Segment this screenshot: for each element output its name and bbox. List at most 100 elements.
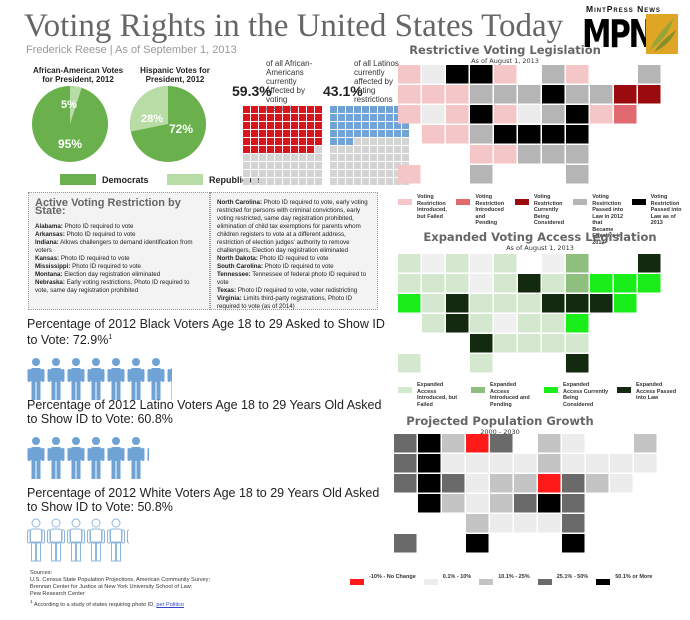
waffle-cell xyxy=(251,162,258,169)
map-title: Restrictive Voting Legislation xyxy=(409,43,601,57)
waffle-cell xyxy=(299,138,306,145)
person-icon xyxy=(127,357,145,406)
waffle-cell xyxy=(251,138,258,145)
map-subtitle: As of August 1, 2013 xyxy=(471,57,539,65)
state-ms xyxy=(514,514,537,533)
restriction-entry: North Carolina: Photo ID required to vot… xyxy=(217,199,371,255)
waffle-cell xyxy=(315,122,322,129)
legend-item: 25.1% - 50% xyxy=(537,574,588,585)
person-icon-partial xyxy=(127,518,145,567)
waffle-cell xyxy=(275,130,282,137)
state-mi xyxy=(566,65,589,84)
state-al xyxy=(538,514,561,533)
waffle-cell xyxy=(243,170,250,177)
id-stat-latino: Percentage of 2012 Latino Voters Age 18 … xyxy=(27,398,387,485)
restriction-text: Photo ID required to vote, voter redistr… xyxy=(237,287,358,294)
sources-heading: Sources: xyxy=(30,570,53,576)
state-name: South Carolina: xyxy=(217,263,264,270)
state-mi xyxy=(566,254,589,273)
state-ma xyxy=(634,454,657,473)
pie-label-rep: 28% xyxy=(141,113,163,125)
restriction-text: Photo ID required to vote xyxy=(264,263,334,270)
state-md xyxy=(586,474,609,493)
waffle-cell xyxy=(283,146,290,153)
waffle-cell xyxy=(346,170,353,177)
state-al xyxy=(542,145,565,164)
waffle-cell xyxy=(338,114,345,121)
waffle-cell xyxy=(243,114,250,121)
waffle-cell xyxy=(299,114,306,121)
state-mi xyxy=(562,434,585,453)
state-co xyxy=(442,474,465,493)
state-name: Indiana: xyxy=(35,239,59,246)
sources: Sources: U.S. Census State Population Pr… xyxy=(30,570,210,609)
state-ca xyxy=(394,474,417,493)
legend-swatch xyxy=(350,579,364,585)
waffle-cell xyxy=(378,146,385,153)
waffle-cell xyxy=(378,178,385,185)
legend-swatch xyxy=(514,199,529,205)
waffle-cell xyxy=(354,106,361,113)
person-icon xyxy=(47,436,65,485)
state-nj xyxy=(614,105,637,124)
legend-label: Voting Restriction Currently Being Consi… xyxy=(533,194,565,226)
state-mt xyxy=(446,65,469,84)
legend-swatch xyxy=(398,199,412,205)
map-title: Projected Population Growth xyxy=(406,414,594,428)
state-ne xyxy=(466,474,489,493)
state-fl xyxy=(566,354,589,373)
state-wv xyxy=(538,474,561,493)
state-ut xyxy=(418,474,441,493)
state-mo xyxy=(494,105,517,124)
state-ia xyxy=(490,454,513,473)
legend-swatch-democrats xyxy=(60,174,96,186)
person-icon xyxy=(47,357,65,406)
map-subtitle: As of August 1, 2013 xyxy=(506,244,574,252)
waffle-cell xyxy=(307,178,314,185)
state-al xyxy=(542,334,565,353)
state-ma xyxy=(638,274,661,293)
state-ut xyxy=(422,105,445,124)
state-oh xyxy=(566,274,589,293)
restriction-entry: Mississippi: Photo ID required to vote xyxy=(35,263,203,271)
state-wa xyxy=(398,65,421,84)
state-me xyxy=(634,434,657,453)
waffle-cell xyxy=(243,130,250,137)
legend-republicans: Republicans xyxy=(208,174,263,185)
restrictions-box-left: Active Voting Restriction by State: Alab… xyxy=(28,192,210,310)
waffle-cell xyxy=(291,154,298,161)
waffle-cell xyxy=(386,106,393,113)
state-name: Virginia: xyxy=(217,295,242,302)
state-ks xyxy=(466,494,489,513)
state-sd xyxy=(470,85,493,104)
waffle-cell xyxy=(275,122,282,129)
waffle-cell xyxy=(330,114,337,121)
restrictions-box-right: North Carolina: Photo ID required to vot… xyxy=(210,192,378,310)
waffle-cell xyxy=(315,114,322,121)
id-stat-text: Percentage of 2012 White Voters Age 18 t… xyxy=(27,486,380,514)
state-ky xyxy=(518,294,541,313)
state-nc xyxy=(538,494,561,513)
waffle-cell xyxy=(394,154,401,161)
waffle-cell xyxy=(267,146,274,153)
person-icon xyxy=(27,518,45,567)
restriction-text: Allows challengers to demand identificat… xyxy=(35,239,193,254)
state-fl xyxy=(566,165,589,184)
waffle-cell xyxy=(362,130,369,137)
state-la xyxy=(494,334,517,353)
waffle-cell xyxy=(378,106,385,113)
waffle-cell xyxy=(370,114,377,121)
politico-link[interactable]: per Politico xyxy=(156,601,185,608)
waffle-cell xyxy=(283,138,290,145)
legend-label: -10% - No Change xyxy=(369,574,416,580)
state-va xyxy=(566,294,589,313)
state-nv xyxy=(422,85,445,104)
state-ca xyxy=(398,105,421,124)
state-sc xyxy=(562,494,585,513)
waffle-cell xyxy=(259,114,266,121)
legend-swatch xyxy=(423,579,438,585)
person-icon xyxy=(107,518,125,567)
state-nj xyxy=(610,474,633,493)
waffle-cell xyxy=(299,146,306,153)
legend-label: Expanded Access Passed into Law xyxy=(636,382,677,401)
